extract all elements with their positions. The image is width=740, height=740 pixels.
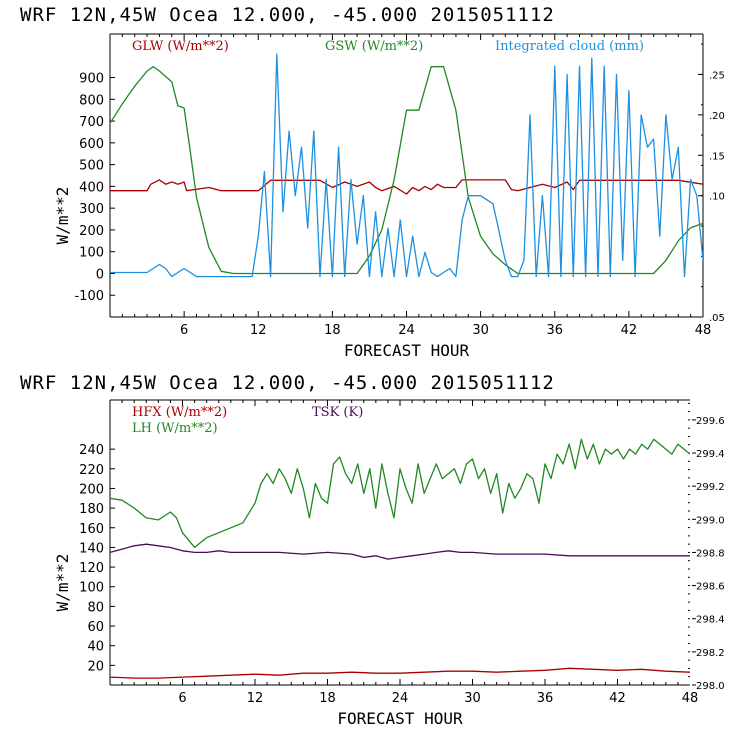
x-tick-label: 18 xyxy=(319,691,336,706)
series-line-tsk xyxy=(110,543,690,560)
y-axis-label: W/m**2 xyxy=(53,187,72,245)
x-tick-label: 42 xyxy=(609,691,626,706)
x-tick-label: 12 xyxy=(247,691,264,706)
y2-tick-label: .25 xyxy=(709,70,725,81)
y2-tick-label: 298.8 xyxy=(696,548,725,559)
x-tick-label: 24 xyxy=(392,691,409,706)
x-tick-label: 18 xyxy=(324,323,341,338)
y-tick-label: 300 xyxy=(79,202,104,217)
chart-panel-2: WRF 12N,45W Ocea 12.000, -45.000 2015051… xyxy=(20,372,725,728)
y-tick-label: 80 xyxy=(87,600,104,615)
y-tick-label: 180 xyxy=(79,502,104,517)
x-tick-label: 48 xyxy=(682,691,699,706)
y-tick-label: 100 xyxy=(79,581,104,596)
x-axis-label: FORECAST HOUR xyxy=(337,709,463,728)
y2-tick-label: 298.4 xyxy=(696,615,725,626)
legend-entry: TSK (K) xyxy=(312,405,363,420)
series-line-integrated xyxy=(110,53,703,278)
y-tick-label: 140 xyxy=(79,541,104,556)
y-tick-label: 240 xyxy=(79,443,104,458)
y2-tick-label: .20 xyxy=(709,111,725,122)
chart-title: WRF 12N,45W Ocea 12.000, -45.000 2015051… xyxy=(20,4,555,26)
y2-tick-label: 298.2 xyxy=(696,648,725,659)
y-axis-label: W/m**2 xyxy=(53,554,72,612)
y-tick-label: 0 xyxy=(96,267,104,282)
y-tick-label: 220 xyxy=(79,463,104,478)
y-tick-label: 200 xyxy=(79,224,104,239)
series-line-hfx xyxy=(110,667,690,679)
y-tick-label: 100 xyxy=(79,246,104,261)
y-tick-label: 600 xyxy=(79,137,104,152)
series-line-glw xyxy=(110,179,703,195)
y-tick-label: -100 xyxy=(74,289,104,304)
y2-tick-label: .05 xyxy=(709,313,725,324)
legend-entry: GLW (W/m**2) xyxy=(132,39,229,54)
y-tick-label: 200 xyxy=(79,482,104,497)
x-tick-label: 36 xyxy=(546,323,563,338)
y-tick-label: 160 xyxy=(79,522,104,537)
x-tick-label: 42 xyxy=(621,323,638,338)
legend-entry: LH (W/m**2) xyxy=(132,421,218,436)
legend-entry: HFX (W/m**2) xyxy=(132,405,227,420)
legend-entry: GSW (W/m**2) xyxy=(325,39,423,54)
y-tick-label: 700 xyxy=(79,115,104,130)
x-tick-label: 30 xyxy=(464,691,481,706)
y-tick-label: 800 xyxy=(79,93,104,108)
y-tick-label: 60 xyxy=(87,620,104,635)
x-tick-label: 48 xyxy=(695,323,712,338)
x-tick-label: 6 xyxy=(178,691,186,706)
x-tick-label: 12 xyxy=(250,323,267,338)
x-tick-label: 30 xyxy=(472,323,489,338)
y-tick-label: 120 xyxy=(79,561,104,576)
y-tick-label: 20 xyxy=(87,659,104,674)
series-line-lh xyxy=(110,438,690,549)
x-axis-label: FORECAST HOUR xyxy=(344,341,470,360)
y2-tick-label: 298.0 xyxy=(696,681,725,692)
y-tick-label: 400 xyxy=(79,180,104,195)
chart-title: WRF 12N,45W Ocea 12.000, -45.000 2015051… xyxy=(20,372,555,394)
legend-entry: Integrated cloud (mm) xyxy=(495,39,644,54)
x-tick-label: 24 xyxy=(398,323,415,338)
y2-tick-label: 299.6 xyxy=(696,416,725,427)
y2-tick-label: 299.0 xyxy=(696,515,725,526)
y2-tick-label: 299.4 xyxy=(696,449,725,460)
y-tick-label: 40 xyxy=(87,640,104,655)
y-tick-label: 900 xyxy=(79,72,104,87)
y2-tick-label: .15 xyxy=(709,151,725,162)
y-tick-label: 500 xyxy=(79,159,104,174)
y2-tick-label: .10 xyxy=(709,192,725,203)
y2-tick-label: 299.2 xyxy=(696,482,725,493)
x-tick-label: 36 xyxy=(537,691,554,706)
series-line-gsw xyxy=(110,66,703,275)
chart-panel-1: WRF 12N,45W Ocea 12.000, -45.000 2015051… xyxy=(20,4,725,360)
x-tick-label: 6 xyxy=(180,323,188,338)
y2-tick-label: 298.6 xyxy=(696,582,725,593)
